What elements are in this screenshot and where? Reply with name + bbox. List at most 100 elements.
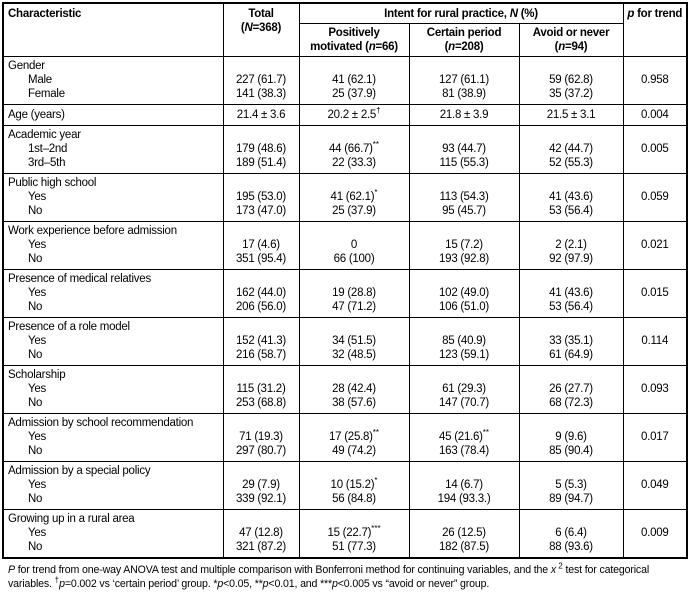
cell-value: 38 (57.6): [332, 396, 376, 409]
cell-value: 2 (2.1): [555, 238, 587, 251]
cell-value: 0: [350, 238, 358, 251]
cell-certain-period: 61 (29.3) 147 (70.7): [408, 364, 520, 414]
table-body: Gender Male Female 227 (61.7) 141 (38.3) 41 (…: [2, 55, 688, 558]
cell-value: 195 (53.0): [236, 190, 286, 203]
characteristic-label: Academic year: [8, 128, 81, 141]
cell-positively-motivated: 0 66 (100): [298, 220, 410, 270]
cell-positively-motivated: 41 (62.1)* 25 (37.9): [298, 172, 410, 222]
cell-p-trend: 0.017: [622, 412, 688, 462]
cell-value: 66 (100): [333, 252, 375, 265]
characteristic-sub-item: Yes: [28, 334, 47, 347]
cell-avoid-never: 21.5 ± 3.1: [518, 103, 624, 126]
cell-certain-period: 102 (49.0) 106 (51.0): [408, 268, 520, 318]
characteristic-label: Presence of a role model: [8, 320, 130, 333]
cell-value: 47 (12.8): [239, 526, 283, 539]
col-header-avoid-never: Avoid or never (n=94): [518, 22, 624, 57]
cell-p-trend: 0.093: [622, 364, 688, 414]
characteristic-label: Growing up in a rural area: [8, 512, 135, 525]
cell-total: 195 (53.0) 173 (47.0): [222, 172, 300, 222]
cell-total: 71 (19.3) 297 (80.7): [222, 412, 300, 462]
cell-p-trend: 0.004: [622, 103, 688, 126]
cell-value: 33 (35.1): [549, 334, 593, 347]
characteristic-sub-item: Yes: [28, 478, 47, 491]
characteristic-sub-item: No: [28, 300, 43, 313]
cell-total: 179 (48.6) 189 (51.4): [222, 124, 300, 174]
cell-value: 41 (43.6): [549, 190, 593, 203]
cell-value: 15 (22.7)***: [327, 523, 381, 539]
cell-value: 113 (54.3): [439, 190, 489, 203]
cell-positively-motivated: 20.2 ± 2.5†: [298, 103, 410, 126]
cell-avoid-never: 59 (62.8) 35 (37.2): [518, 55, 624, 105]
cell-value: 89 (94.7): [549, 492, 593, 505]
cell-certain-period: 127 (61.1) 81 (38.9): [408, 55, 520, 105]
characteristic-sub-item: No: [28, 492, 43, 505]
characteristics-table: Characteristic Total (N=368) Intent for …: [2, 2, 688, 559]
cell-value: 20.2 ± 2.5†: [327, 105, 381, 121]
cell-certain-period: 14 (6.7) 194 (93.3.): [408, 460, 520, 510]
cell-characteristic: Admission by school recommendation Yes No: [2, 412, 224, 462]
cell-value: 297 (80.7): [236, 444, 286, 457]
cell-value: 141 (38.3): [236, 87, 286, 100]
cell-positively-motivated: 10 (15.2)* 56 (84.8): [298, 460, 410, 510]
characteristic-label: Public high school: [8, 176, 97, 189]
table-header: Characteristic Total (N=368) Intent for …: [2, 2, 688, 57]
cell-positively-motivated: 19 (28.8) 47 (71.2): [298, 268, 410, 318]
cell-value: 81 (38.9): [442, 87, 486, 100]
cell-value: 61 (29.3): [442, 382, 486, 395]
cell-value: 21.5 ± 3.1: [546, 108, 596, 121]
cell-value: 147 (70.7): [439, 396, 489, 409]
cell-value: 61 (64.9): [549, 348, 593, 361]
cell-avoid-never: 41 (43.6) 53 (56.4): [518, 172, 624, 222]
col-header-p-trend: p for trend: [622, 2, 688, 57]
cell-characteristic: Scholarship Yes No: [2, 364, 224, 414]
cell-value: 42 (44.7): [549, 142, 593, 155]
cell-value: 28 (42.4): [332, 382, 376, 395]
cell-value: 34 (51.5): [332, 334, 376, 347]
characteristic-sub-item: Yes: [28, 382, 47, 395]
cell-value: 41 (62.1): [332, 73, 376, 86]
cell-value: 9 (9.6): [555, 430, 587, 443]
header-row-sub: Positively motivated (n=66) Certain peri…: [3, 22, 687, 57]
cell-avoid-never: 9 (9.6) 85 (90.4): [518, 412, 624, 462]
cell-p-trend: 0.049: [622, 460, 688, 510]
col-header-total: Total (N=368): [222, 2, 300, 57]
cell-value: 19 (28.8): [332, 286, 376, 299]
cell-value: 25 (37.9): [332, 87, 376, 100]
characteristic-sub-item: Yes: [28, 238, 47, 251]
header-row-top: Characteristic Total (N=368) Intent for …: [2, 2, 688, 57]
cell-positively-motivated: 41 (62.1) 25 (37.9): [298, 55, 410, 105]
cell-certain-period: 113 (54.3) 95 (45.7): [408, 172, 520, 222]
cell-value: 193 (92.8): [439, 252, 489, 265]
cell-value: 22 (33.3): [332, 156, 376, 169]
cell-characteristic: Presence of medical relatives Yes No: [2, 268, 224, 318]
cell-value: 53 (56.4): [549, 300, 593, 313]
table-row: Admission by a special policy Yes No 29 (7.…: [2, 460, 688, 510]
table-row: Public high school Yes No 195 (53.0) 173 (47…: [2, 172, 688, 222]
characteristic-sub-item: 1st–2nd: [28, 142, 68, 155]
characteristic-sub-item: Yes: [28, 190, 47, 203]
cell-value: 162 (44.0): [236, 286, 286, 299]
cell-value: 93 (44.7): [442, 142, 486, 155]
total-n-label: (N=368): [240, 22, 282, 34]
characteristic-label: Age (years): [8, 109, 65, 121]
cell-value: 179 (48.6): [236, 142, 286, 155]
col-header-characteristic: Characteristic: [2, 2, 224, 57]
characteristic-sub-item: Yes: [28, 430, 47, 443]
cell-value: 52 (55.3): [549, 156, 593, 169]
table-row: Gender Male Female 227 (61.7) 141 (38.3) 41 (…: [2, 55, 688, 105]
cell-value: 26 (27.7): [549, 382, 593, 395]
cell-value: 189 (51.4): [236, 156, 286, 169]
cell-value: 163 (78.4): [439, 444, 489, 457]
cell-positively-motivated: 44 (66.7)** 22 (33.3): [298, 124, 410, 174]
cell-p-trend: 0.009: [622, 508, 688, 558]
cell-value: 127 (61.1): [439, 73, 489, 86]
characteristic-sub-item: No: [28, 204, 43, 217]
cell-value: 14 (6.7): [445, 478, 483, 491]
cell-value: 216 (58.7): [236, 348, 286, 361]
cell-positively-motivated: 34 (51.5) 32 (48.5): [298, 316, 410, 366]
cell-value: 17 (4.6): [242, 238, 280, 251]
characteristic-sub-item: No: [28, 252, 43, 265]
cell-p-trend: 0.958: [622, 55, 688, 105]
cell-positively-motivated: 17 (25.8)** 49 (74.2): [298, 412, 410, 462]
characteristic-label: Admission by a special policy: [8, 464, 151, 477]
